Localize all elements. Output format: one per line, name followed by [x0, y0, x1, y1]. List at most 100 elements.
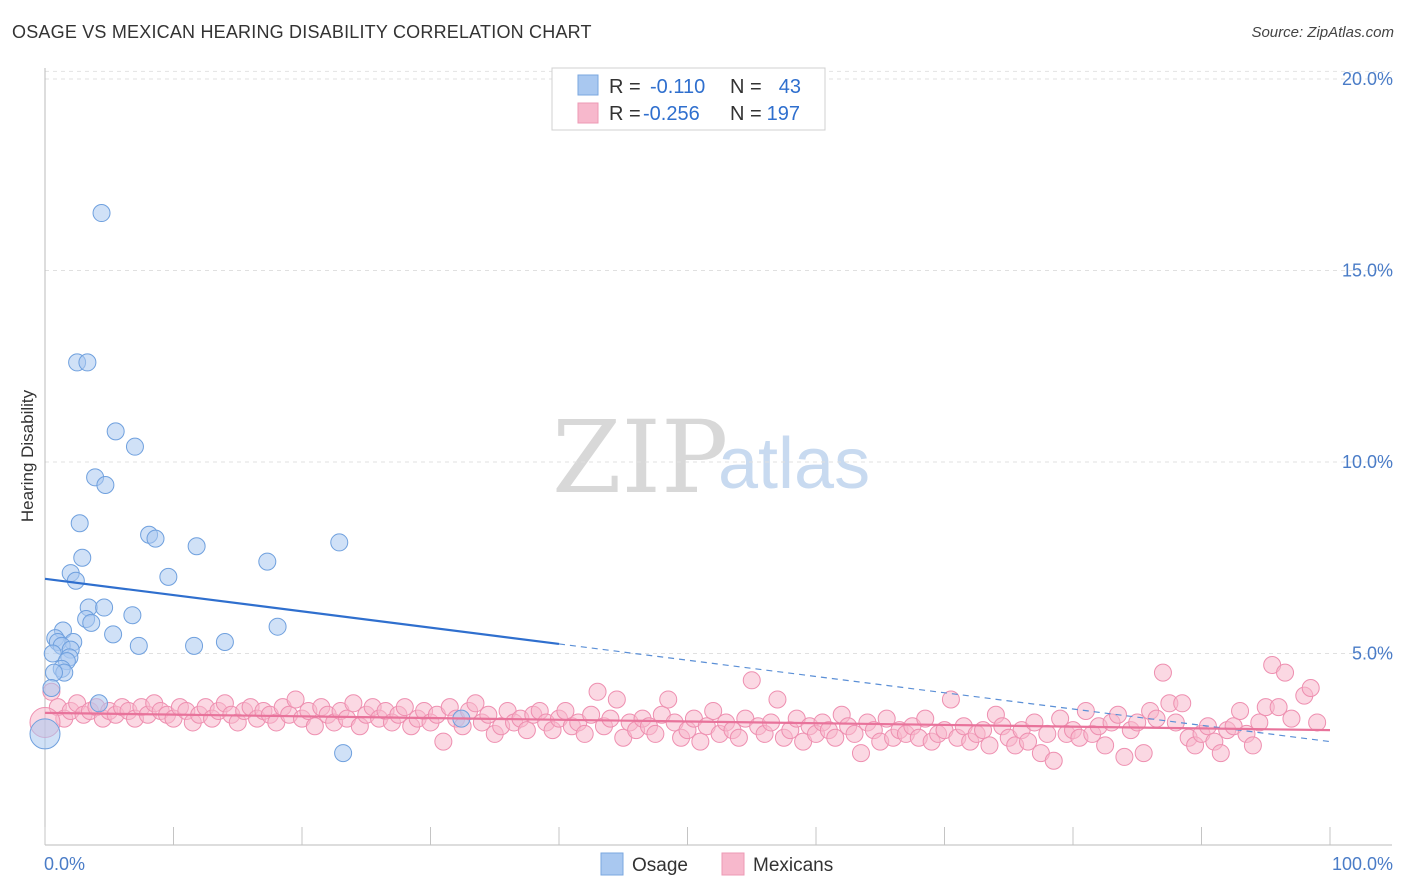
legend-r-value-mexicans: -0.256 — [643, 103, 700, 125]
trend-lines — [44, 577, 1331, 743]
osage-trend-line — [44, 577, 560, 646]
osage-point — [42, 678, 61, 697]
osage-point — [334, 744, 353, 763]
mexicans-point — [941, 690, 960, 709]
osage-point — [187, 537, 206, 556]
mexicans-point — [1115, 747, 1134, 766]
mexicans-trend-line — [44, 711, 1331, 732]
osage-point — [159, 567, 178, 586]
mexicans-point — [1276, 663, 1295, 682]
mexicans-point — [974, 721, 993, 740]
grid-lines — [45, 70, 1392, 654]
legend-n-label-mexicans: N = — [730, 103, 762, 125]
osage-point — [70, 514, 89, 533]
osage-point — [330, 533, 349, 552]
osage-point — [89, 694, 108, 713]
osage-point — [66, 571, 85, 590]
series-mexicans — [29, 655, 1327, 770]
mexicans-point — [1308, 713, 1327, 732]
y-tick-labels: 5.0% 10.0% 15.0% 20.0% — [1342, 69, 1393, 664]
mexicans-point — [729, 728, 748, 747]
legend-r-label-osage: R = — [609, 76, 641, 98]
osage-point — [104, 625, 123, 644]
mexicans-point — [1153, 663, 1172, 682]
mexicans-point — [1250, 713, 1269, 732]
mexicans-point — [1019, 732, 1038, 751]
legend-swatch-osage — [577, 74, 599, 96]
mexicans-point — [395, 698, 414, 717]
mexicans-point — [466, 694, 485, 713]
watermark-zip: ZIP — [552, 399, 728, 516]
mexicans-point — [768, 690, 787, 709]
y-tick-label-1: 10.0% — [1342, 452, 1393, 472]
mexicans-point — [1301, 678, 1320, 697]
osage-point — [78, 353, 97, 372]
bottom-legend-swatch-osage — [600, 852, 624, 876]
mexicans-point — [1231, 701, 1250, 720]
mexicans-point — [1269, 698, 1288, 717]
mexicans-point — [601, 709, 620, 728]
osage-point — [43, 644, 62, 663]
osage-point — [95, 598, 114, 617]
osage-point — [129, 636, 148, 655]
bottom-legend: Osage Mexicans — [600, 852, 833, 876]
mexicans-point — [742, 671, 761, 690]
osage-point — [73, 548, 92, 567]
osage-point — [106, 422, 125, 441]
mexicans-point — [877, 709, 896, 728]
mexicans-point — [980, 736, 999, 755]
y-tick-label-2: 15.0% — [1342, 261, 1393, 281]
legend-n-label-osage: N = — [730, 76, 762, 98]
mexicans-point — [575, 724, 594, 743]
mexicans-point — [286, 690, 305, 709]
mexicans-point — [1211, 744, 1230, 763]
mexicans-point — [517, 721, 536, 740]
legend-r-value-osage: -0.110 — [650, 76, 705, 98]
mexicans-point — [826, 728, 845, 747]
mexicans-point — [851, 744, 870, 763]
mexicans-point — [344, 694, 363, 713]
mexicans-point — [434, 732, 453, 751]
x-tick-label-max: 100.0% — [1332, 854, 1393, 874]
chart-title: OSAGE VS MEXICAN HEARING DISABILITY CORR… — [12, 22, 592, 42]
mexicans-point — [1243, 736, 1262, 755]
osage-trend-line-extension — [558, 643, 1331, 743]
mexicans-point — [704, 701, 723, 720]
legend-swatch-mexicans — [577, 102, 599, 124]
x-tick-label-min: 0.0% — [44, 854, 85, 874]
bottom-legend-swatch-mexicans — [721, 852, 745, 876]
osage-point — [123, 606, 142, 625]
bottom-legend-label-osage: Osage — [632, 855, 688, 876]
osage-point — [268, 617, 287, 636]
osage-point — [185, 636, 204, 655]
y-tick-label-3: 20.0% — [1342, 69, 1393, 89]
mexicans-point — [305, 717, 324, 736]
mexicans-point — [691, 732, 710, 751]
mexicans-point — [607, 690, 626, 709]
osage-point — [258, 552, 277, 571]
mexicans-point — [1173, 694, 1192, 713]
legend-r-label-mexicans: R = — [609, 103, 641, 125]
mexicans-point — [1096, 736, 1115, 755]
y-tick-label-0: 5.0% — [1352, 644, 1393, 664]
osage-point — [125, 437, 144, 456]
mexicans-point — [1044, 751, 1063, 770]
mexicans-point — [659, 690, 678, 709]
legend-n-value-osage: 43 — [779, 76, 801, 98]
osage-point-large — [29, 718, 61, 750]
osage-point — [215, 633, 234, 652]
watermark-atlas: atlas — [718, 424, 870, 504]
legend-n-value-mexicans: 197 — [767, 103, 800, 125]
osage-point — [44, 663, 63, 682]
mexicans-point — [1134, 744, 1153, 763]
source-label: Source: ZipAtlas.com — [1251, 24, 1394, 41]
series-osage — [29, 204, 471, 763]
stats-legend: R = -0.110 N = 43 R = -0.256 N = 197 — [551, 67, 826, 131]
mexicans-point — [845, 724, 864, 743]
osage-point — [92, 204, 111, 223]
mexicans-point — [1038, 724, 1057, 743]
mexicans-point — [1282, 709, 1301, 728]
mexicans-point — [588, 682, 607, 701]
mexicans-point — [582, 705, 601, 724]
